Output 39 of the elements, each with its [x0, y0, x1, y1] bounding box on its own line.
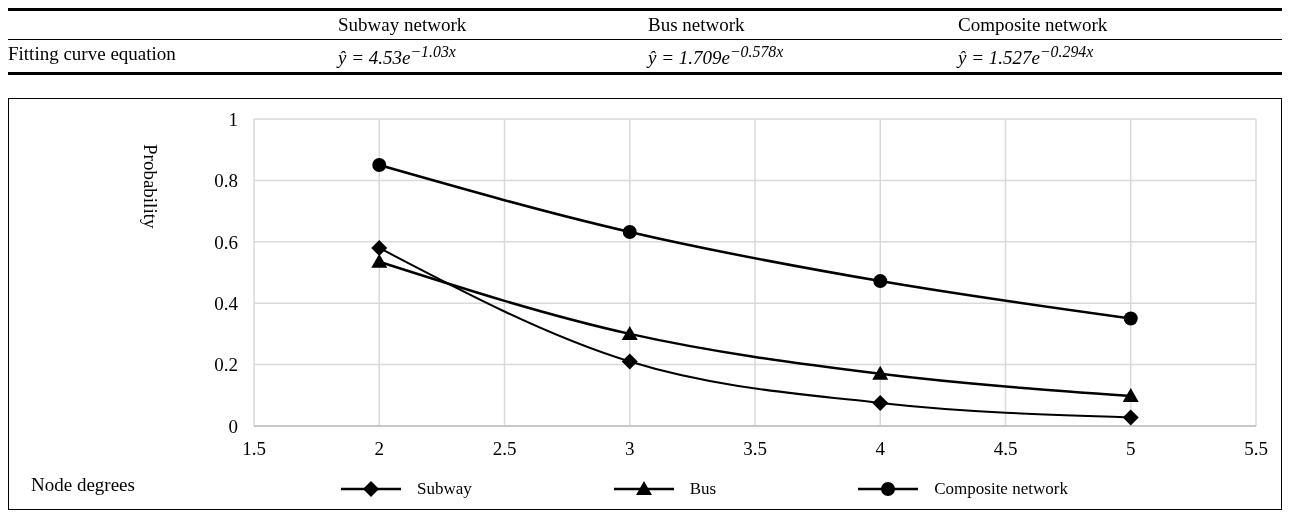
point: [872, 365, 889, 380]
text: Composite network: [958, 14, 1109, 36]
y-axis-title: Probability: [139, 144, 161, 229]
x-tick-label: 3: [625, 438, 635, 460]
y-tick-label: 0.2: [214, 354, 238, 376]
text: ŷ = 1.709e$^{−0.578x}$: [648, 43, 785, 70]
x-tick-label: 4.5: [993, 438, 1018, 460]
text: Fitting curve equation: [8, 43, 177, 66]
text: Subway network: [338, 14, 468, 36]
x-tick-label: 4: [875, 438, 886, 460]
text: ŷ = 1.527e$^{−0.294x}$: [958, 43, 1095, 70]
point: [872, 394, 889, 411]
x-tick-label: 2.5: [492, 438, 517, 460]
x-tick-label: 1.5: [242, 438, 266, 460]
x-tick-label: 5.5: [1244, 438, 1268, 460]
x-tick-label: 5: [1126, 438, 1136, 460]
point: [1123, 311, 1138, 326]
y-tick-label: 0.8: [214, 170, 238, 192]
legend-label: Subway: [417, 479, 472, 499]
x-tick-label: 2: [374, 438, 384, 460]
text: Bus network: [648, 14, 746, 36]
point: [622, 224, 637, 239]
point: [1122, 387, 1139, 402]
point: [371, 253, 388, 268]
y-tick-label: 1: [228, 108, 238, 130]
y-tick-label: 0: [228, 415, 238, 437]
point: [1122, 409, 1139, 426]
point: [371, 239, 388, 256]
x-tick-label: 3.5: [743, 438, 767, 460]
y-tick-label: 0.6: [214, 231, 238, 253]
point: [621, 353, 638, 370]
y-tick-label: 0.4: [214, 292, 239, 314]
point: [873, 274, 888, 289]
point: [372, 158, 387, 173]
point: [621, 325, 638, 340]
text: ŷ = 4.53e$^{−1.03x}$: [338, 43, 457, 70]
legend-label: Bus: [689, 479, 717, 499]
legend-label: Composite network: [934, 479, 1068, 499]
x-axis-title: Node degrees: [31, 474, 135, 496]
